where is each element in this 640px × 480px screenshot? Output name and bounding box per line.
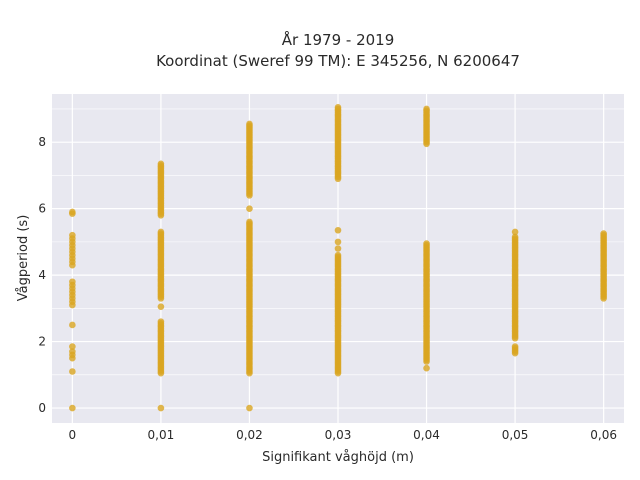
data-point	[69, 321, 76, 329]
data-point	[157, 228, 165, 236]
data-point	[246, 205, 253, 212]
data-point	[69, 404, 76, 412]
data-point	[69, 343, 76, 350]
y-axis-label: Vågperiod (s)	[16, 215, 31, 302]
data-point	[334, 251, 342, 259]
data-point	[511, 228, 519, 236]
x-tick-label: 0	[69, 428, 77, 442]
data-point	[334, 226, 342, 234]
data-point	[157, 303, 165, 310]
x-tick-labels: 0 0,01 0,02 0,03 0,04 0,05 0,06	[69, 428, 617, 442]
data-point	[511, 343, 519, 350]
y-tick-label: 6	[38, 202, 46, 216]
data-point	[157, 318, 165, 325]
data-point	[69, 278, 76, 286]
y-tick-labels: 0 2 4 6 8	[38, 135, 46, 415]
data-point	[157, 404, 165, 412]
data-point	[423, 105, 430, 113]
data-point	[423, 364, 430, 372]
y-tick-label: 0	[38, 401, 46, 415]
data-point	[157, 160, 165, 168]
y-tick-label: 8	[38, 135, 46, 149]
data-point	[246, 120, 253, 128]
scatter-points	[69, 103, 607, 412]
data-point	[69, 231, 76, 239]
x-tick-label: 0,05	[502, 428, 529, 442]
chart-subtitle: Koordinat (Sweref 99 TM): E 345256, N 62…	[156, 52, 520, 70]
data-point	[334, 103, 342, 111]
data-point	[246, 218, 253, 226]
data-point	[69, 208, 76, 216]
data-point	[600, 230, 607, 237]
x-tick-label: 0,03	[325, 428, 352, 442]
x-tick-label: 0,01	[148, 428, 175, 442]
data-point	[246, 404, 253, 412]
x-tick-label: 0,06	[590, 428, 617, 442]
data-point	[69, 368, 76, 375]
data-point	[334, 238, 342, 246]
chart-title: År 1979 - 2019	[282, 30, 395, 49]
data-point	[69, 348, 76, 355]
x-tick-label: 0,04	[413, 428, 440, 442]
x-axis-label: Signifikant våghöjd (m)	[262, 450, 414, 465]
data-point	[334, 245, 342, 252]
y-tick-label: 2	[38, 335, 46, 349]
data-point	[511, 233, 519, 241]
y-tick-label: 4	[38, 268, 46, 282]
x-tick-label: 0,02	[236, 428, 263, 442]
data-point	[423, 240, 430, 247]
